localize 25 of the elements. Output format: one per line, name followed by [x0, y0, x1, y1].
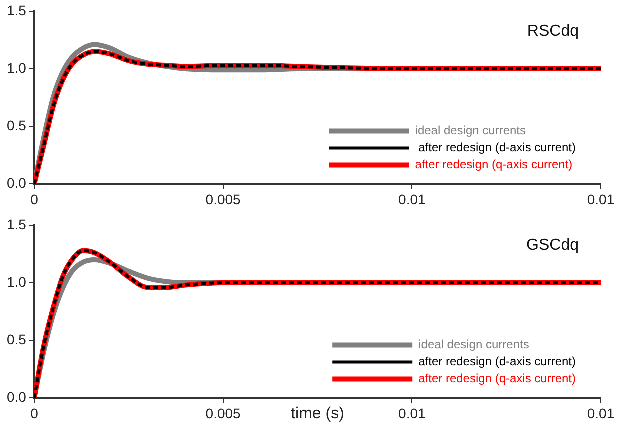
x-tick-label: 0.01	[398, 405, 426, 422]
y-tick-label: 0.5	[6, 331, 27, 348]
y-tick-label: 0.5	[6, 117, 27, 134]
x-tick-label: 0.005	[206, 191, 242, 208]
x-tick-label: 0	[30, 405, 39, 422]
y-tick-label: 1.0	[6, 274, 27, 290]
text: GSCdq	[526, 236, 579, 254]
y-tick-label: 0.0	[6, 175, 27, 192]
text: ideal design currents	[418, 338, 530, 352]
x-axis-title: time (s)	[291, 406, 344, 423]
x-tick-label: 0.01	[587, 405, 615, 422]
text: after redesign (q-axis current)	[418, 372, 576, 386]
text: after redesign (d-axis current)	[418, 354, 576, 369]
text: RSCdq	[527, 22, 579, 40]
x-tick-label: 0.01	[587, 191, 615, 208]
x-tick-label: 0.01	[398, 191, 426, 208]
y-tick-label: 0.0	[6, 389, 27, 406]
y-tick-label: 1.0	[6, 60, 27, 76]
x-tick-label: 0	[30, 191, 39, 208]
y-tick-label: 1.5	[6, 216, 27, 232]
text: after redesign (d-axis current)	[415, 140, 576, 155]
y-tick-label: 1.5	[6, 2, 27, 18]
text: ideal design currents	[415, 124, 526, 138]
x-tick-label: 0.005	[206, 405, 242, 422]
text: after redesign (q-axis current)	[415, 158, 573, 172]
